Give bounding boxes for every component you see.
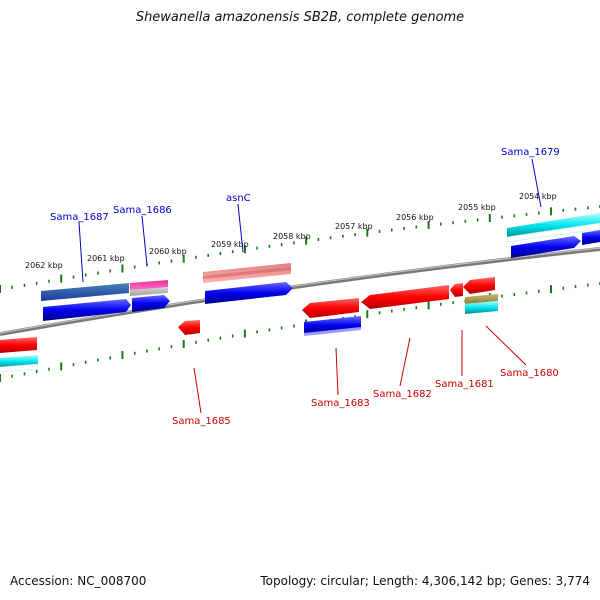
feature-block[interactable] <box>41 283 129 301</box>
gene-label[interactable]: Sama_1679 <box>501 147 560 158</box>
label-leaders <box>78 158 542 414</box>
scale-labels: 2062 kbp 2061 kbp 2060 kbp 2059 kbp 2058… <box>25 192 557 270</box>
genome-summary-text: Topology: circular; Length: 4,306,142 bp… <box>260 574 590 588</box>
gene-labels-bottom: Sama_1685 Sama_1683 Sama_1682 Sama_1681 … <box>172 368 559 427</box>
gene-arrow[interactable] <box>43 299 131 321</box>
bottom-strand-features <box>0 277 498 373</box>
gene-label[interactable]: Sama_1685 <box>172 416 231 427</box>
map-title: Shewanella amazonensis SB2B, complete ge… <box>135 10 465 25</box>
gene-arrow[interactable] <box>511 236 581 258</box>
cds-arrow[interactable] <box>302 298 359 318</box>
gene-arrow[interactable] <box>132 295 170 312</box>
feature-block[interactable] <box>465 294 498 304</box>
scale-label: 2060 kbp <box>149 247 187 256</box>
scale-label: 2061 kbp <box>87 254 125 263</box>
feature-block[interactable] <box>507 213 600 238</box>
scale-label: 2055 kbp <box>458 203 496 212</box>
feature-block[interactable] <box>0 363 39 373</box>
scale-label: 2057 kbp <box>335 222 373 231</box>
cds-arrow[interactable] <box>450 283 463 297</box>
gene-label[interactable]: Sama_1681 <box>435 379 494 390</box>
gene-label[interactable]: Sama_1680 <box>500 368 559 379</box>
gene-label[interactable]: Sama_1686 <box>113 205 172 216</box>
feature-block[interactable] <box>304 327 361 336</box>
genome-backbone <box>0 247 600 336</box>
gene-label[interactable]: Sama_1683 <box>311 398 370 409</box>
scale-label: 2058 kbp <box>273 232 311 241</box>
top-strand-features <box>41 213 600 321</box>
accession-text: Accession: NC_008700 <box>10 574 147 588</box>
gene-arrow[interactable] <box>582 230 600 245</box>
scale-label: 2054 kbp <box>519 192 557 201</box>
scale-ticks <box>0 205 600 382</box>
cds-arrow[interactable] <box>463 277 495 294</box>
gene-label[interactable]: asnC <box>226 193 251 204</box>
cds-arrow[interactable] <box>361 285 449 309</box>
gene-label[interactable]: Sama_1682 <box>373 389 432 400</box>
cds-arrow[interactable] <box>178 320 200 335</box>
gene-label[interactable]: Sama_1687 <box>50 212 109 223</box>
scale-label: 2062 kbp <box>25 261 63 270</box>
feature-block[interactable] <box>130 287 168 296</box>
scale-label: 2059 kbp <box>211 240 249 249</box>
feature-block[interactable] <box>203 267 291 279</box>
cds-arrow[interactable] <box>0 337 37 353</box>
gene-arrow[interactable] <box>205 282 293 304</box>
gene-labels-top: Sama_1687 Sama_1686 asnC Sama_1679 <box>50 147 560 223</box>
scale-label: 2056 kbp <box>396 213 434 222</box>
feature-block[interactable] <box>465 301 498 314</box>
feature-block[interactable] <box>506 222 600 243</box>
